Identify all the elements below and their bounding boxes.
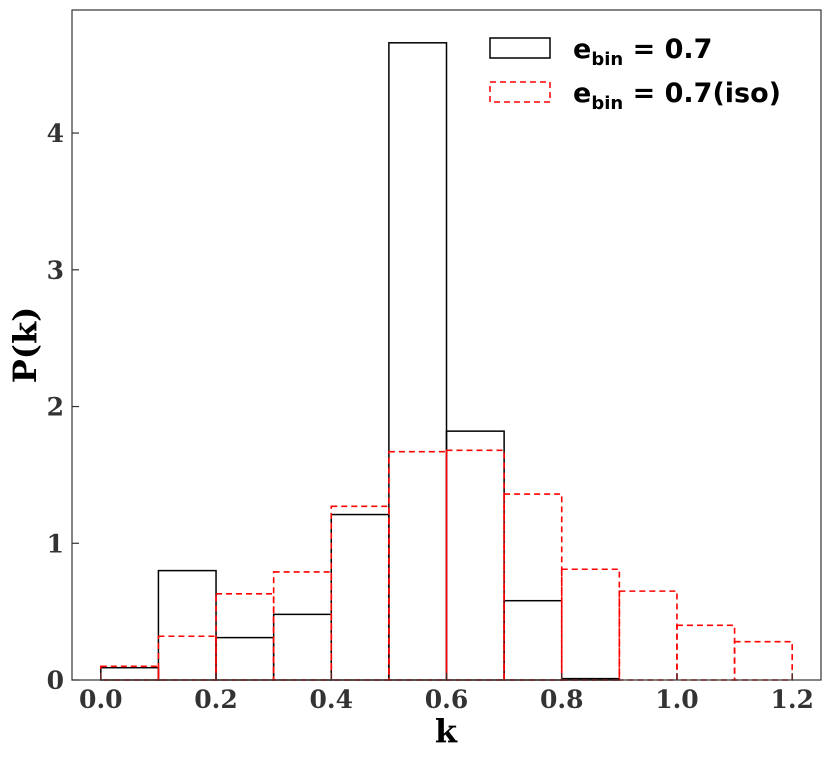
bar-series-0-bin-6 [445,430,505,681]
bars-layer [100,42,793,681]
bar-series-0-bin-3 [272,613,333,681]
bar-series-1-bin-7 [503,493,563,681]
x-tick-label: 0.0 [79,685,123,714]
legend-label: ebin = 0.7(iso) [573,78,781,114]
legend-entry-1: ebin = 0.7(iso) [489,78,781,114]
bar-series-0-bin-2 [215,636,275,681]
series-0 [100,42,621,681]
bar-series-0-bin-7 [503,599,563,681]
series-1 [100,449,793,681]
bar-series-1-bin-10 [676,624,736,681]
y-tick-label: 2 [47,393,64,422]
ticks-layer: 0.0 0.2 0.4 0.6 0.8 1.0 1.2 0 1 2 3 4 [47,119,814,714]
x-tick-label: 1.2 [770,685,814,714]
x-tick-label: 0.2 [194,685,238,714]
x-axis-title: k [435,712,458,750]
y-tick-label: 1 [47,529,64,558]
legend-entry-0: ebin = 0.7 [489,34,712,70]
x-tick-label: 0.4 [310,685,354,714]
legend-label: ebin = 0.7 [573,34,712,70]
bar-series-0-bin-1 [157,569,217,681]
x-tick-label: 0.6 [425,685,469,714]
bar-series-1-bin-11 [733,640,793,681]
legend-swatch [489,37,551,59]
bar-series-0-bin-5 [388,42,448,681]
bar-series-0-bin-4 [330,513,390,681]
y-tick-label: 0 [47,666,64,695]
bar-series-1-bin-9 [618,590,678,681]
bar-series-1-bin-4 [330,505,390,681]
bar-series-0-bin-0 [100,666,160,681]
y-axis-title: P(k) [6,307,44,384]
legend-swatch [489,81,551,103]
legend: ebin = 0.7 ebin = 0.7(iso) [489,34,781,114]
bar-series-1-bin-8 [560,568,621,681]
bar-series-1-bin-6 [445,449,505,681]
x-tick-label: 1.0 [655,685,699,714]
bar-series-1-bin-1 [157,635,217,681]
x-tick-label: 0.8 [540,685,584,714]
bar-series-1-bin-3 [272,571,333,681]
bar-series-1-bin-5 [388,450,448,681]
y-tick-label: 3 [47,256,64,285]
y-tick-label: 4 [47,119,64,148]
